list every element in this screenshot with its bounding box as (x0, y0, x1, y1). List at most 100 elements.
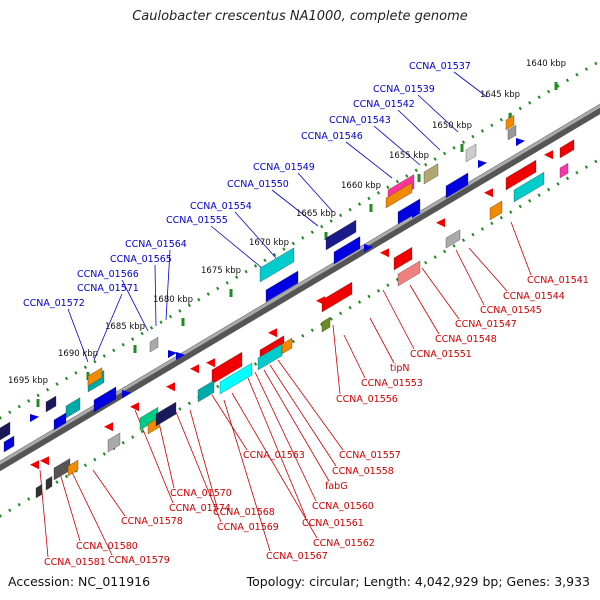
lower-gene-label[interactable]: CCNA_01544 (503, 291, 565, 302)
upper-gene-block[interactable] (259, 247, 295, 283)
upper-gene-label[interactable]: CCNA_01571 (77, 283, 139, 294)
lower-gene-label[interactable]: CCNA_01570 (170, 488, 232, 499)
lower-gene-label[interactable]: CCNA_01567 (266, 551, 328, 562)
lower-gene-leader (231, 392, 318, 539)
lower-gene-block[interactable] (393, 247, 413, 271)
upper-gene-block[interactable] (505, 114, 515, 131)
lower-gene-label[interactable]: CCNA_01563 (243, 450, 305, 461)
upper-gene-label[interactable]: CCNA_01550 (227, 179, 289, 190)
lower-gene-block[interactable] (445, 229, 461, 249)
lower-gene-block[interactable] (67, 459, 79, 477)
lower-gene-block[interactable] (35, 484, 43, 499)
lower-gene-block[interactable] (505, 159, 537, 191)
upper-gene-block[interactable] (325, 219, 357, 251)
lower-gene-arrow[interactable] (40, 456, 49, 466)
lower-gene-block[interactable] (321, 281, 353, 313)
upper-gene-label[interactable]: CCNA_01543 (329, 115, 391, 126)
lower-gene-label[interactable]: CCNA_01574 (169, 503, 231, 514)
upper-gene-arrow[interactable] (412, 210, 421, 219)
upper-gene-label[interactable]: CCNA_01554 (190, 201, 252, 212)
lower-gene-arrow[interactable] (268, 328, 277, 338)
upper-gene-label[interactable]: CCNA_01566 (77, 269, 139, 280)
lower-gene-label[interactable]: CCNA_01553 (361, 378, 423, 389)
lower-gene-label[interactable]: CCNA_01560 (312, 501, 374, 512)
lower-gene-label[interactable]: fabG (325, 481, 348, 492)
upper-gene-label[interactable]: CCNA_01564 (125, 239, 187, 250)
lower-gene-label[interactable]: CCNA_01545 (480, 305, 542, 316)
lower-gene-arrow[interactable] (30, 460, 39, 470)
lower-gene-label[interactable]: CCNA_01541 (527, 275, 589, 286)
lower-gene-arrow[interactable] (166, 382, 175, 392)
lower-gene-label[interactable]: CCNA_01547 (455, 319, 517, 330)
lower-gene-label[interactable]: CCNA_01556 (336, 394, 398, 405)
lower-gene-block[interactable] (513, 171, 545, 203)
lower-gene-label[interactable]: CCNA_01557 (339, 450, 401, 461)
lower-gene-arrow[interactable] (544, 150, 553, 160)
upper-gene-label[interactable]: CCNA_01572 (23, 298, 85, 309)
lower-gene-block[interactable] (107, 432, 121, 453)
lower-gene-label[interactable]: CCNA_01558 (332, 466, 394, 477)
lower-gene-label[interactable]: CCNA_01561 (302, 518, 364, 529)
lower-gene-arrow[interactable] (484, 188, 493, 198)
upper-gene-block[interactable] (397, 198, 421, 225)
upper-gene-block[interactable] (333, 236, 361, 265)
lower-gene-arrow[interactable] (104, 422, 113, 432)
lower-gene-block[interactable] (321, 316, 331, 333)
lower-gene-label[interactable]: CCNA_01548 (435, 334, 497, 345)
upper-gene-block[interactable] (445, 172, 469, 199)
upper-gene-arrow[interactable] (168, 350, 177, 359)
lower-gene-label[interactable]: CCNA_01578 (121, 516, 183, 527)
lower-gene-block[interactable] (559, 162, 569, 179)
lower-gene-block[interactable] (489, 200, 503, 221)
lower-gene-arrow[interactable] (190, 364, 199, 374)
upper-gene-arrow[interactable] (364, 244, 373, 253)
lower-gene-label[interactable]: CCNA_01581 (44, 557, 106, 568)
upper-gene-block[interactable] (93, 386, 117, 413)
lower-gene-block[interactable] (559, 139, 575, 159)
upper-gene-label[interactable]: CCNA_01555 (166, 215, 228, 226)
upper-gene-arrow[interactable] (122, 390, 131, 399)
lower-gene-label[interactable]: CCNA_01579 (108, 555, 170, 566)
lower-gene-block[interactable] (197, 380, 215, 403)
upper-gene-block[interactable] (149, 336, 159, 353)
lower-gene-block[interactable] (45, 476, 53, 491)
upper-gene-label[interactable]: CCNA_01537 (409, 61, 471, 72)
lower-gene-block[interactable] (219, 362, 253, 395)
lower-gene-label[interactable]: CCNA_01580 (76, 541, 138, 552)
lower-gene-arrow[interactable] (436, 218, 445, 228)
lower-gene-label[interactable]: CCNA_01569 (217, 522, 279, 533)
upper-gene-block[interactable] (0, 421, 11, 441)
upper-gene-arrow[interactable] (176, 352, 185, 361)
lower-gene-label[interactable]: CCNA_01568 (213, 507, 275, 518)
upper-gene-block[interactable] (3, 435, 15, 453)
lower-gene-block[interactable] (281, 337, 293, 355)
upper-gene-block[interactable] (87, 367, 103, 387)
lower-gene-label[interactable]: tipN (390, 363, 410, 374)
lower-gene-block[interactable] (397, 260, 421, 287)
upper-gene-label[interactable]: CCNA_01539 (373, 84, 435, 95)
upper-gene-block[interactable] (385, 182, 413, 209)
lower-gene-block[interactable] (155, 401, 177, 427)
upper-gene-block[interactable] (53, 412, 67, 431)
lower-gene-label[interactable]: CCNA_01551 (410, 349, 472, 360)
upper-gene-arrow[interactable] (288, 278, 297, 287)
upper-gene-block[interactable] (465, 143, 477, 163)
upper-gene-label[interactable]: CCNA_01549 (253, 162, 315, 173)
upper-gene-block[interactable] (507, 124, 517, 141)
upper-gene-arrow[interactable] (478, 160, 487, 169)
lower-gene-arrow[interactable] (130, 402, 139, 412)
lower-gene-arrow[interactable] (206, 358, 215, 368)
lower-gene-label[interactable]: CCNA_01562 (313, 538, 375, 549)
upper-gene-arrow[interactable] (30, 414, 39, 423)
upper-gene-arrow[interactable] (516, 138, 525, 147)
lower-gene-arrow[interactable] (316, 296, 325, 306)
upper-gene-label[interactable]: CCNA_01546 (301, 131, 363, 142)
lower-gene-block[interactable] (257, 343, 283, 371)
upper-gene-block[interactable] (45, 395, 57, 413)
kbp-tick-label: 1685 kbp (105, 322, 145, 332)
lower-gene-block[interactable] (211, 351, 243, 385)
upper-gene-label[interactable]: CCNA_01542 (353, 99, 415, 110)
upper-gene-label[interactable]: CCNA_01565 (110, 254, 172, 265)
lower-gene-arrow[interactable] (380, 248, 389, 258)
upper-gene-block[interactable] (423, 163, 439, 185)
